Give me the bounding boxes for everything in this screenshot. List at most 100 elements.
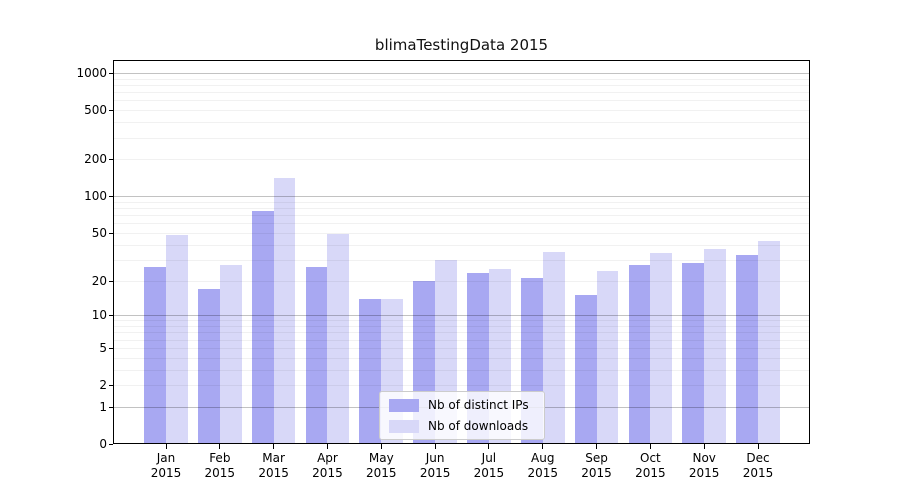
x-tick: [542, 444, 544, 449]
x-tick-label: Jan 2015: [138, 451, 194, 481]
plot-frame: [113, 60, 810, 444]
y-tick: [109, 280, 113, 282]
x-tick-month: Jan: [156, 451, 176, 465]
gridline-major: [113, 73, 810, 74]
x-tick-month: Oct: [640, 451, 661, 465]
y-tick-label: 2: [99, 378, 107, 392]
x-tick-label: Sep 2015: [569, 451, 625, 481]
x-tick-label: Dec 2015: [730, 451, 786, 481]
gridline-minor: [113, 84, 810, 86]
y-tick-label: 10: [91, 308, 107, 323]
y-tick-label: 1000: [76, 66, 107, 80]
x-tick-year: 2015: [688, 466, 720, 480]
legend-label-downloads: Nb of downloads: [428, 419, 529, 433]
bar-nb-of-distinct-ips-nov: [682, 263, 705, 444]
legend-swatch-downloads: [389, 419, 419, 433]
bar-nb-of-downloads-feb: [219, 265, 242, 444]
x-tick: [326, 444, 328, 449]
gridline-minor: [113, 100, 810, 102]
x-tick: [488, 444, 490, 449]
bar-nb-of-downloads-nov: [704, 248, 726, 444]
x-tick-label: Oct 2015: [622, 451, 678, 481]
bar-nb-of-downloads-apr: [327, 233, 350, 444]
bar-nb-of-distinct-ips-feb: [198, 288, 220, 444]
x-tick-year: 2015: [419, 466, 451, 480]
x-tick-year: 2015: [365, 466, 397, 480]
x-tick-month: May: [368, 451, 394, 465]
x-tick-year: 2015: [527, 466, 558, 480]
gridline-minor: [113, 332, 810, 334]
gridline-minor: [113, 223, 810, 225]
x-tick-year: 2015: [312, 466, 343, 480]
y-tick: [109, 73, 113, 74]
y-tick: [109, 406, 113, 408]
gridline-minor: [113, 159, 810, 161]
y-tick: [109, 385, 113, 386]
bar-nb-of-distinct-ips-sep: [574, 295, 597, 444]
gridline-minor: [113, 369, 810, 371]
chart-title: blimaTestingData 2015: [374, 36, 549, 54]
y-tick: [109, 315, 113, 317]
bar-nb-of-downloads-jan: [166, 235, 188, 444]
x-tick: [434, 444, 436, 449]
x-tick-label: Mar 2015: [246, 451, 302, 481]
gridline-major: [113, 196, 810, 198]
x-tick-month: Mar: [262, 451, 285, 465]
gridline-minor: [113, 385, 810, 386]
y-tick-label: 1: [99, 399, 107, 414]
bar-nb-of-distinct-ips-mar: [251, 211, 274, 444]
gridline-minor: [113, 137, 810, 139]
gridline-minor: [113, 110, 810, 112]
x-tick-label: Jul 2015: [461, 451, 517, 481]
gridline-minor: [113, 357, 810, 359]
legend-swatch-distinct-ips: [389, 398, 419, 412]
bar-nb-of-distinct-ips-oct: [628, 265, 651, 444]
gridline-minor: [113, 232, 810, 234]
gridline-minor: [113, 215, 810, 217]
x-tick-month: Dec: [746, 451, 770, 465]
y-tick-label: 100: [84, 189, 107, 204]
y-tick: [109, 159, 113, 161]
legend: Nb of distinct IPs Nb of downloads: [379, 391, 545, 440]
x-tick-year: 2015: [258, 466, 289, 480]
x-tick-year: 2015: [742, 466, 774, 480]
gridline-minor: [113, 201, 810, 203]
x-tick-month: Apr: [317, 451, 338, 465]
gridline-minor: [113, 326, 810, 327]
x-tick-label: Nov 2015: [676, 451, 732, 481]
x-tick: [596, 444, 598, 449]
x-tick-month: Aug: [531, 451, 555, 465]
x-tick-month: Jun: [425, 451, 445, 465]
y-tick: [109, 196, 113, 198]
gridline-minor: [113, 78, 810, 80]
bar-nb-of-distinct-ips-may: [359, 298, 382, 444]
x-tick-label: Feb 2015: [192, 451, 248, 481]
y-tick: [109, 444, 113, 445]
y-tick-label: 20: [91, 273, 107, 288]
x-tick: [380, 444, 382, 449]
y-tick: [109, 110, 113, 112]
x-tick-year: 2015: [150, 466, 182, 480]
x-tick-year: 2015: [473, 466, 505, 480]
y-tick-label: 500: [84, 103, 107, 118]
x-tick-month: Feb: [209, 451, 231, 465]
gridline-minor: [113, 347, 810, 349]
x-tick-label: Jun 2015: [407, 451, 463, 481]
y-tick-label: 50: [91, 225, 107, 240]
gridline-minor: [113, 320, 810, 322]
x-tick-month: Sep: [585, 451, 608, 465]
gridline-minor: [113, 244, 810, 246]
bar-nb-of-distinct-ips-apr: [305, 267, 328, 444]
y-tick: [109, 347, 113, 349]
gridline-minor: [113, 122, 810, 124]
gridline-minor: [113, 92, 810, 94]
y-tick-label: 200: [84, 152, 107, 167]
x-tick-year: 2015: [204, 466, 236, 480]
gridline-minor: [113, 208, 810, 210]
x-tick: [165, 444, 167, 449]
gridline-minor: [113, 259, 810, 261]
gridline-major: [113, 315, 810, 317]
x-tick-label: Apr 2015: [299, 451, 355, 481]
